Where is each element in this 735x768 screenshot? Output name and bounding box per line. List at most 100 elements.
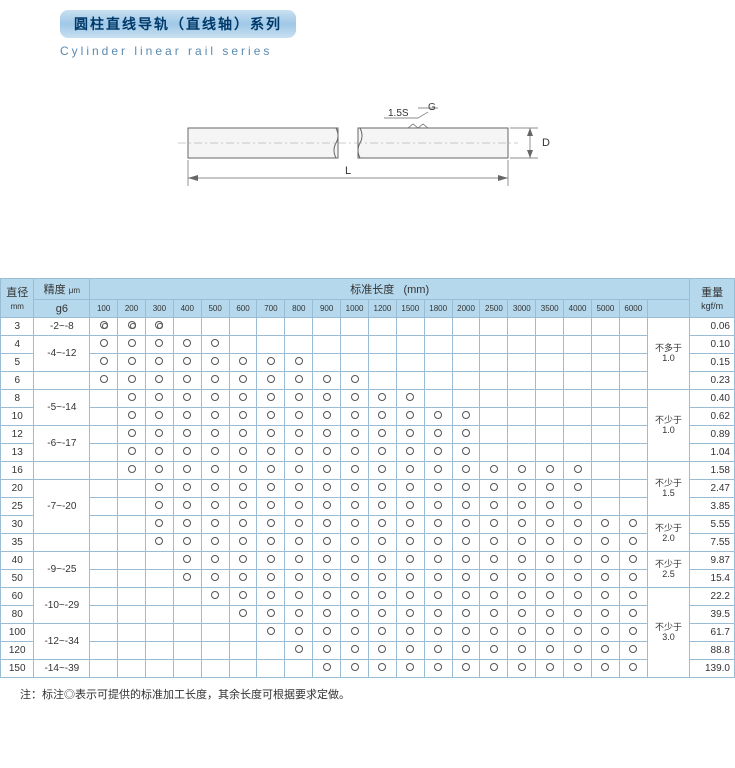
cell-mark [396, 480, 424, 498]
cell-mark [313, 444, 341, 462]
cell-mark [508, 606, 536, 624]
cell-mark [118, 624, 146, 642]
cell-mark [396, 336, 424, 354]
cell-mark [145, 462, 173, 480]
technical-diagram: L D 1.5S G [0, 78, 735, 258]
cell-weight: 0.06 [690, 318, 735, 336]
cell-mark [257, 660, 285, 678]
table-row: 5015.4 [1, 570, 735, 588]
cell-mark [90, 606, 118, 624]
cell-mark [118, 426, 146, 444]
cell-mark [201, 390, 229, 408]
cell-mark [257, 372, 285, 390]
cell-mark [536, 498, 564, 516]
cell-mark [201, 624, 229, 642]
cell-mark [118, 660, 146, 678]
cell-mark [480, 444, 508, 462]
cell-mark [508, 534, 536, 552]
hdr-len-1000: 1000 [341, 300, 369, 318]
cell-weight: 9.87 [690, 552, 735, 570]
cell-mark [508, 660, 536, 678]
hdr-len-600: 600 [229, 300, 257, 318]
cell-mark [480, 480, 508, 498]
cell-mark [341, 354, 369, 372]
cell-mark [564, 390, 592, 408]
hdr-len-300: 300 [145, 300, 173, 318]
cell-mark [313, 534, 341, 552]
cell-mark [285, 516, 313, 534]
cell-mark [480, 642, 508, 660]
cell-mark [452, 606, 480, 624]
cell-mark [508, 570, 536, 588]
cell-mark [452, 318, 480, 336]
cell-mark [396, 318, 424, 336]
cell-mark [619, 318, 647, 336]
cell-mark [285, 498, 313, 516]
cell-mark [313, 408, 341, 426]
cell-mark [564, 606, 592, 624]
cell-mark [536, 606, 564, 624]
cell-diameter: 6 [1, 372, 34, 390]
table-row: 40-9~-25不少于2.59.87 [1, 552, 735, 570]
cell-mark [285, 552, 313, 570]
cell-mark [424, 660, 452, 678]
cell-mark [313, 516, 341, 534]
cell-mark [257, 408, 285, 426]
table-row: 8039.5 [1, 606, 735, 624]
cell-mark [452, 552, 480, 570]
cell-mark [508, 354, 536, 372]
hdr-len-3000: 3000 [508, 300, 536, 318]
hdr-len-6000: 6000 [619, 300, 647, 318]
cell-weight: 3.85 [690, 498, 735, 516]
cell-mark [536, 426, 564, 444]
spec-table-wrap: 直径 mm 精度 μm 标准长度 (mm) 重量 kgf/m g6 100200… [0, 278, 735, 678]
table-row: 150-14~-39139.0 [1, 660, 735, 678]
cell-g6: -5~-14 [34, 390, 90, 426]
cell-weight: 1.58 [690, 462, 735, 480]
cell-mark [285, 408, 313, 426]
cell-mark [591, 516, 619, 534]
cell-mark [424, 642, 452, 660]
cell-mark [145, 588, 173, 606]
cell-mark [452, 336, 480, 354]
cell-mark [313, 660, 341, 678]
cell-mark [341, 480, 369, 498]
cell-mark [508, 336, 536, 354]
table-row: 100-12~-3461.7 [1, 624, 735, 642]
cell-mark [341, 624, 369, 642]
cell-weight: 0.23 [690, 372, 735, 390]
cell-mark [564, 354, 592, 372]
cell-mark [285, 570, 313, 588]
cell-mark [285, 372, 313, 390]
cell-mark [564, 624, 592, 642]
cell-diameter: 50 [1, 570, 34, 588]
cell-diameter: 8 [1, 390, 34, 408]
cell-mark [591, 642, 619, 660]
cell-mark [257, 354, 285, 372]
cell-mark [285, 480, 313, 498]
cell-mark [368, 318, 396, 336]
cell-mark [229, 390, 257, 408]
cell-mark [452, 624, 480, 642]
hdr-len-100: 100 [90, 300, 118, 318]
cell-mark [480, 516, 508, 534]
marker-g: G [428, 102, 436, 113]
cell-weight: 139.0 [690, 660, 735, 678]
cell-mark [368, 624, 396, 642]
cell-mark [257, 516, 285, 534]
cell-mark [90, 534, 118, 552]
cell-mark [285, 606, 313, 624]
cell-mark [173, 354, 201, 372]
table-row: 12088.8 [1, 642, 735, 660]
cell-mark [341, 660, 369, 678]
cell-mark [452, 426, 480, 444]
cell-mark [257, 588, 285, 606]
cell-mark [480, 498, 508, 516]
cell-mark [396, 462, 424, 480]
cell-mark [118, 588, 146, 606]
hdr-len-4000: 4000 [564, 300, 592, 318]
cell-mark [118, 318, 146, 336]
cell-mark [313, 390, 341, 408]
cell-mark [536, 534, 564, 552]
cell-mark [145, 624, 173, 642]
